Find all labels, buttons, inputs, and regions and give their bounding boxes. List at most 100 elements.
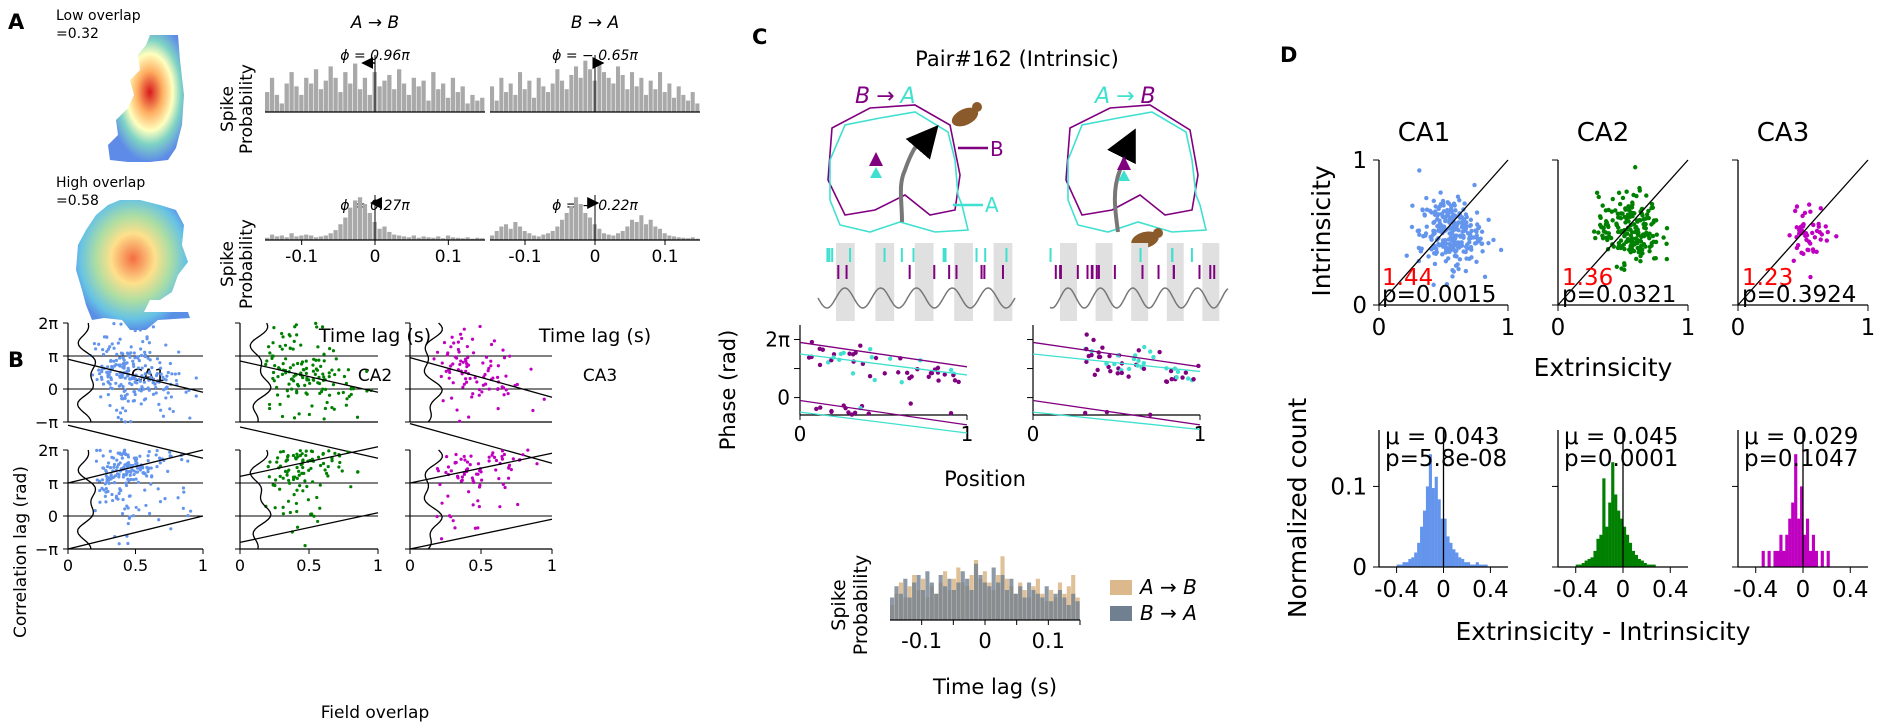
x-tick-label: 1 bbox=[1194, 422, 1207, 446]
scatter-point bbox=[267, 475, 271, 479]
x-tick-label: 1 bbox=[198, 556, 208, 575]
phase-point bbox=[1185, 376, 1191, 381]
scatter-point bbox=[295, 389, 299, 393]
scatter-point bbox=[1404, 253, 1409, 258]
high-overlap-value: =0.58 bbox=[56, 193, 99, 209]
scatter-point bbox=[126, 506, 130, 510]
ccg-bar bbox=[681, 94, 686, 112]
scatter-point bbox=[301, 465, 305, 470]
ccg-bar bbox=[667, 83, 672, 112]
scatter-point bbox=[1638, 243, 1644, 249]
theta-cycle-shade bbox=[993, 243, 1013, 321]
rat-head-right bbox=[1153, 228, 1163, 238]
regression-line bbox=[67, 424, 204, 459]
scatter-point bbox=[94, 459, 99, 463]
panel-letter-b: B bbox=[8, 348, 24, 372]
scatter-point bbox=[511, 457, 515, 461]
scatter-point bbox=[447, 376, 451, 380]
phase-fit-line bbox=[1032, 341, 1201, 368]
scatter-point bbox=[138, 328, 142, 332]
scatter-point bbox=[127, 369, 131, 373]
scatter-point bbox=[117, 363, 121, 367]
ccg-bar bbox=[578, 77, 583, 112]
y-tick-label: 2π bbox=[38, 441, 58, 460]
scatter-point bbox=[123, 376, 127, 380]
x-tick-label: 1 bbox=[373, 556, 383, 575]
scatter-point bbox=[300, 360, 305, 364]
scatter-point bbox=[1429, 210, 1434, 215]
ccg-bar bbox=[982, 582, 987, 620]
scatter-point bbox=[1435, 223, 1440, 229]
ccg-bar bbox=[978, 575, 983, 620]
phase-point bbox=[850, 371, 856, 376]
scatter-point bbox=[288, 510, 292, 515]
scatter-point bbox=[338, 460, 342, 465]
scatter-point bbox=[495, 375, 500, 379]
x-tick-label: 0 bbox=[590, 247, 601, 267]
scatter-point bbox=[1628, 233, 1634, 238]
hist-bar bbox=[1614, 494, 1618, 567]
scatter-point bbox=[1804, 233, 1810, 238]
scatter-point bbox=[1622, 263, 1627, 268]
hist-bar bbox=[1411, 557, 1415, 567]
scatter-point bbox=[134, 377, 138, 381]
scatter-point bbox=[500, 457, 505, 461]
ccg-bar bbox=[560, 219, 565, 240]
scatter-point bbox=[1460, 234, 1465, 239]
scatter-point bbox=[479, 470, 483, 474]
scatter-point bbox=[496, 364, 500, 368]
phase-point bbox=[849, 412, 855, 417]
scatter-point bbox=[473, 526, 477, 530]
ccg-bar bbox=[1013, 593, 1018, 620]
hist-bar bbox=[1617, 510, 1621, 567]
scatter-point bbox=[439, 374, 443, 379]
scatter-point bbox=[143, 372, 147, 376]
ccg-bar bbox=[460, 238, 465, 240]
panel-d-title-ca1: CA1 bbox=[1398, 118, 1450, 148]
scatter-point bbox=[1623, 220, 1628, 225]
scatter-point bbox=[1814, 228, 1820, 234]
hist-bar bbox=[1767, 550, 1771, 567]
scatter-point bbox=[112, 465, 116, 469]
ccg-bar bbox=[508, 228, 513, 240]
scatter-point bbox=[116, 497, 120, 501]
scatter-point bbox=[491, 451, 495, 455]
ccg-bar bbox=[284, 83, 289, 112]
scatter-point bbox=[100, 478, 105, 482]
ccg-bar bbox=[508, 83, 513, 112]
scatter-point bbox=[1626, 204, 1631, 209]
scatter-point bbox=[1448, 235, 1453, 240]
scatter-point bbox=[114, 358, 119, 362]
scatter-point bbox=[137, 378, 141, 382]
scatter-point bbox=[1615, 211, 1621, 216]
scatter-point bbox=[432, 357, 436, 361]
scatter-point bbox=[270, 354, 274, 358]
scatter-point bbox=[117, 542, 121, 546]
ccg-bar bbox=[1000, 575, 1005, 620]
scatter-point bbox=[295, 476, 299, 480]
scatter-point bbox=[496, 407, 500, 411]
scatter-point bbox=[453, 460, 457, 465]
scatter-point bbox=[1654, 232, 1659, 237]
ccg-bar bbox=[695, 103, 700, 112]
scatter-point bbox=[1646, 215, 1651, 221]
y-tick-label: 0 bbox=[1352, 555, 1367, 581]
x-tick-label: 0.4 bbox=[1472, 577, 1509, 603]
scatter-point bbox=[110, 492, 114, 497]
ylabel-probability-row1: Probability bbox=[237, 64, 257, 154]
ccg-bar bbox=[518, 72, 523, 112]
scatter-point bbox=[305, 376, 309, 380]
scatter-point bbox=[1456, 266, 1461, 272]
scatter-point bbox=[487, 387, 491, 391]
scatter-point bbox=[478, 324, 482, 329]
scatter-point bbox=[118, 356, 122, 360]
ccg-bar bbox=[333, 230, 338, 240]
scatter-point bbox=[155, 465, 159, 469]
scatter-point bbox=[106, 347, 111, 351]
scatter-point bbox=[1811, 222, 1816, 228]
ccg-bar bbox=[499, 77, 504, 112]
scatter-point bbox=[122, 473, 126, 477]
scatter-point bbox=[355, 415, 360, 419]
hist-bar bbox=[1578, 564, 1582, 567]
scatter-point bbox=[141, 466, 145, 470]
